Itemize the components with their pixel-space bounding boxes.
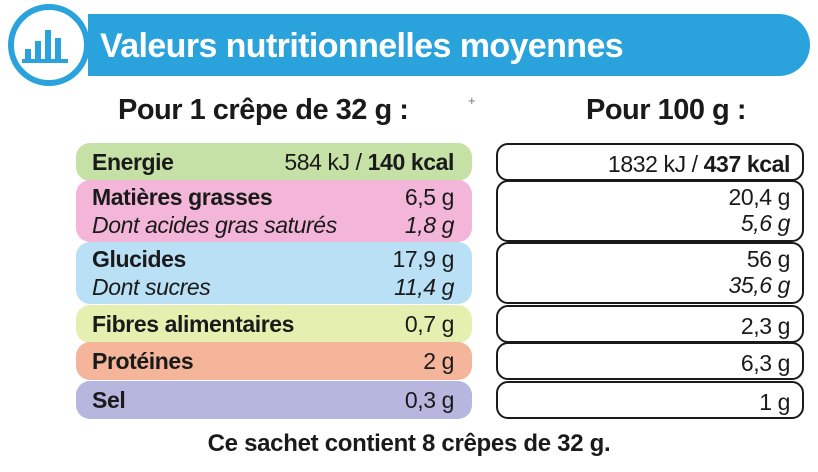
row-label: Glucides <box>92 246 186 272</box>
crosshair-icon: + <box>468 93 476 108</box>
row-value: 6,3 g <box>740 350 791 376</box>
energy-kj: 1832 kJ / <box>607 151 704 177</box>
row-value: 2 g <box>423 348 454 374</box>
row-energie-per-100g: 1832 kJ / 437 kcal <box>496 143 804 181</box>
row-value: 17,9 g <box>392 246 454 272</box>
row-sub-label: Dont acides gras saturés <box>92 212 337 238</box>
row-energie-per-crepe: Energie 584 kJ / 140 kcal <box>76 143 472 181</box>
row-label: Sel <box>92 387 126 413</box>
row-glucides-per-crepe: Glucides 17,9 g Dont sucres 11,4 g <box>76 242 472 304</box>
row-label: Energie <box>92 149 174 175</box>
row-matieres-grasses-per-100g: 20,4 g 5,6 g <box>496 180 804 242</box>
row-label: Fibres alimentaires <box>92 311 295 337</box>
row-sub-value: 1,8 g <box>404 212 455 238</box>
row-proteines-per-100g: 6,3 g <box>496 342 804 380</box>
row-glucides-per-100g: 56 g 35,6 g <box>496 242 804 304</box>
row-fibres-per-100g: 2,3 g <box>496 305 804 343</box>
row-value: 20,4 g <box>728 184 790 210</box>
row-sub-label: Dont sucres <box>92 274 211 300</box>
column-header-per-100g: Pour 100 g : <box>586 94 747 126</box>
row-label: Protéines <box>92 348 194 374</box>
row-sub-value: 5,6 g <box>740 210 791 236</box>
row-sel-per-100g: 1 g <box>496 381 804 419</box>
row-proteines-per-crepe: Protéines 2 g <box>76 342 472 380</box>
row-matieres-grasses-per-crepe: Matières grasses 6,5 g Dont acides gras … <box>76 180 472 242</box>
row-sel-per-crepe: Sel 0,3 g <box>76 381 472 419</box>
bar-chart-icon <box>8 4 90 86</box>
row-value: 56 g <box>746 246 791 272</box>
energy-kcal: 437 kcal <box>703 151 791 177</box>
page-title: Valeurs nutritionnelles moyennes <box>100 27 624 65</box>
row-label: Matières grasses <box>92 184 273 210</box>
row-sub-value: 35,6 g <box>728 272 790 298</box>
row-value: 1 g <box>759 389 790 415</box>
energy-kj: 584 kJ / <box>284 149 368 175</box>
header-band <box>88 14 810 76</box>
row-value: 0,7 g <box>404 311 455 337</box>
row-value: 6,5 g <box>404 184 455 210</box>
row-fibres-per-crepe: Fibres alimentaires 0,7 g <box>76 305 472 343</box>
column-header-per-crepe: Pour 1 crêpe de 32 g : <box>118 94 409 126</box>
row-value: 0,3 g <box>404 387 455 413</box>
energy-kcal: 140 kcal <box>367 149 455 175</box>
footer-note: Ce sachet contient 8 crêpes de 32 g. <box>207 430 611 457</box>
row-value: 2,3 g <box>740 313 791 339</box>
row-sub-value: 11,4 g <box>394 274 454 300</box>
